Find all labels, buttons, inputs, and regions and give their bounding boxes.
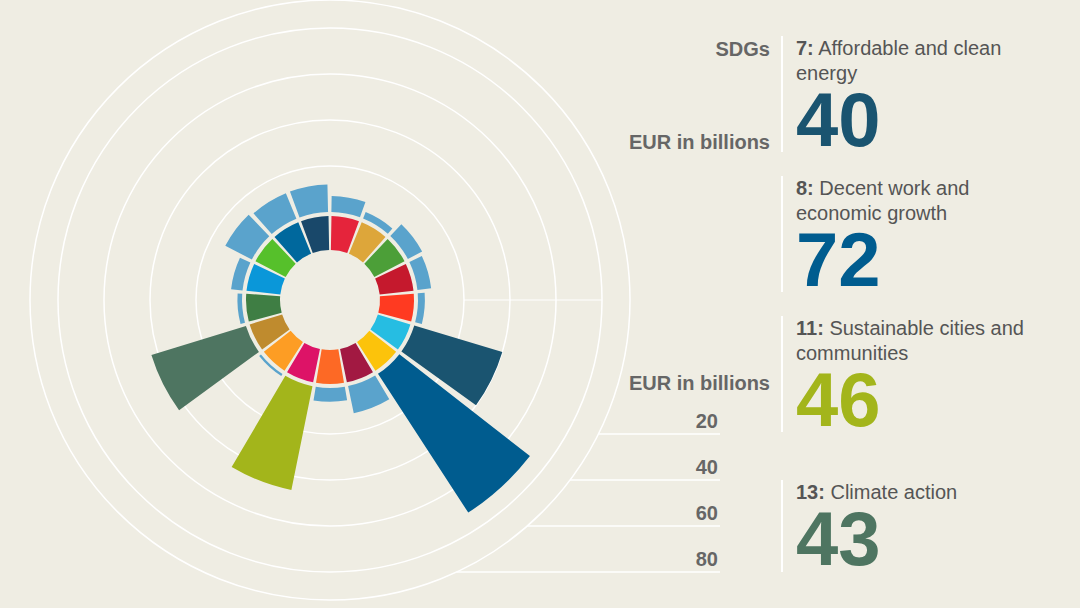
svg-text:80: 80 [696, 548, 718, 570]
html-text:7: Affordable and clean energy: 7: Affordable and clean energy [796, 37, 1002, 84]
html-text:43: 43 [796, 496, 881, 581]
svg-text:20: 20 [696, 410, 718, 432]
html-text:46: 46 [796, 357, 881, 442]
svg-text:40: 40 [696, 456, 718, 478]
svg-text:SDGs: SDGs [716, 38, 770, 60]
svg-text:EUR in billions: EUR in billions [629, 372, 770, 394]
html-text:40: 40 [796, 77, 881, 162]
html-text:13: Climate action: 13: Climate action [796, 481, 958, 503]
html-text:11: Sustainable cities and com: 11: Sustainable cities and communities [796, 317, 1024, 364]
svg-text:60: 60 [696, 502, 718, 524]
html-text:72: 72 [796, 217, 881, 302]
html-text:8: Decent work and economic gr: 8: Decent work and economic growth [796, 177, 970, 224]
svg-text:EUR in billions: EUR in billions [629, 131, 770, 153]
